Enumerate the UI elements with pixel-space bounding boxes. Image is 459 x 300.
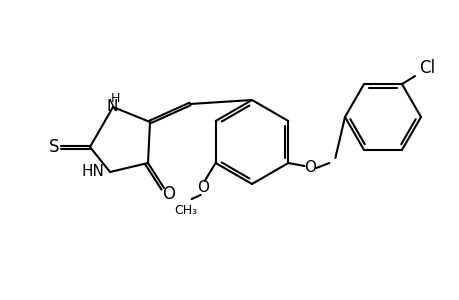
Text: Cl: Cl bbox=[418, 59, 434, 77]
Text: N: N bbox=[106, 98, 118, 113]
Text: O: O bbox=[162, 185, 175, 203]
Text: S: S bbox=[49, 138, 59, 156]
Text: H: H bbox=[110, 92, 119, 104]
Text: HN: HN bbox=[81, 164, 104, 179]
Text: O: O bbox=[196, 181, 208, 196]
Text: CH₃: CH₃ bbox=[174, 205, 197, 218]
Text: O: O bbox=[304, 160, 316, 175]
